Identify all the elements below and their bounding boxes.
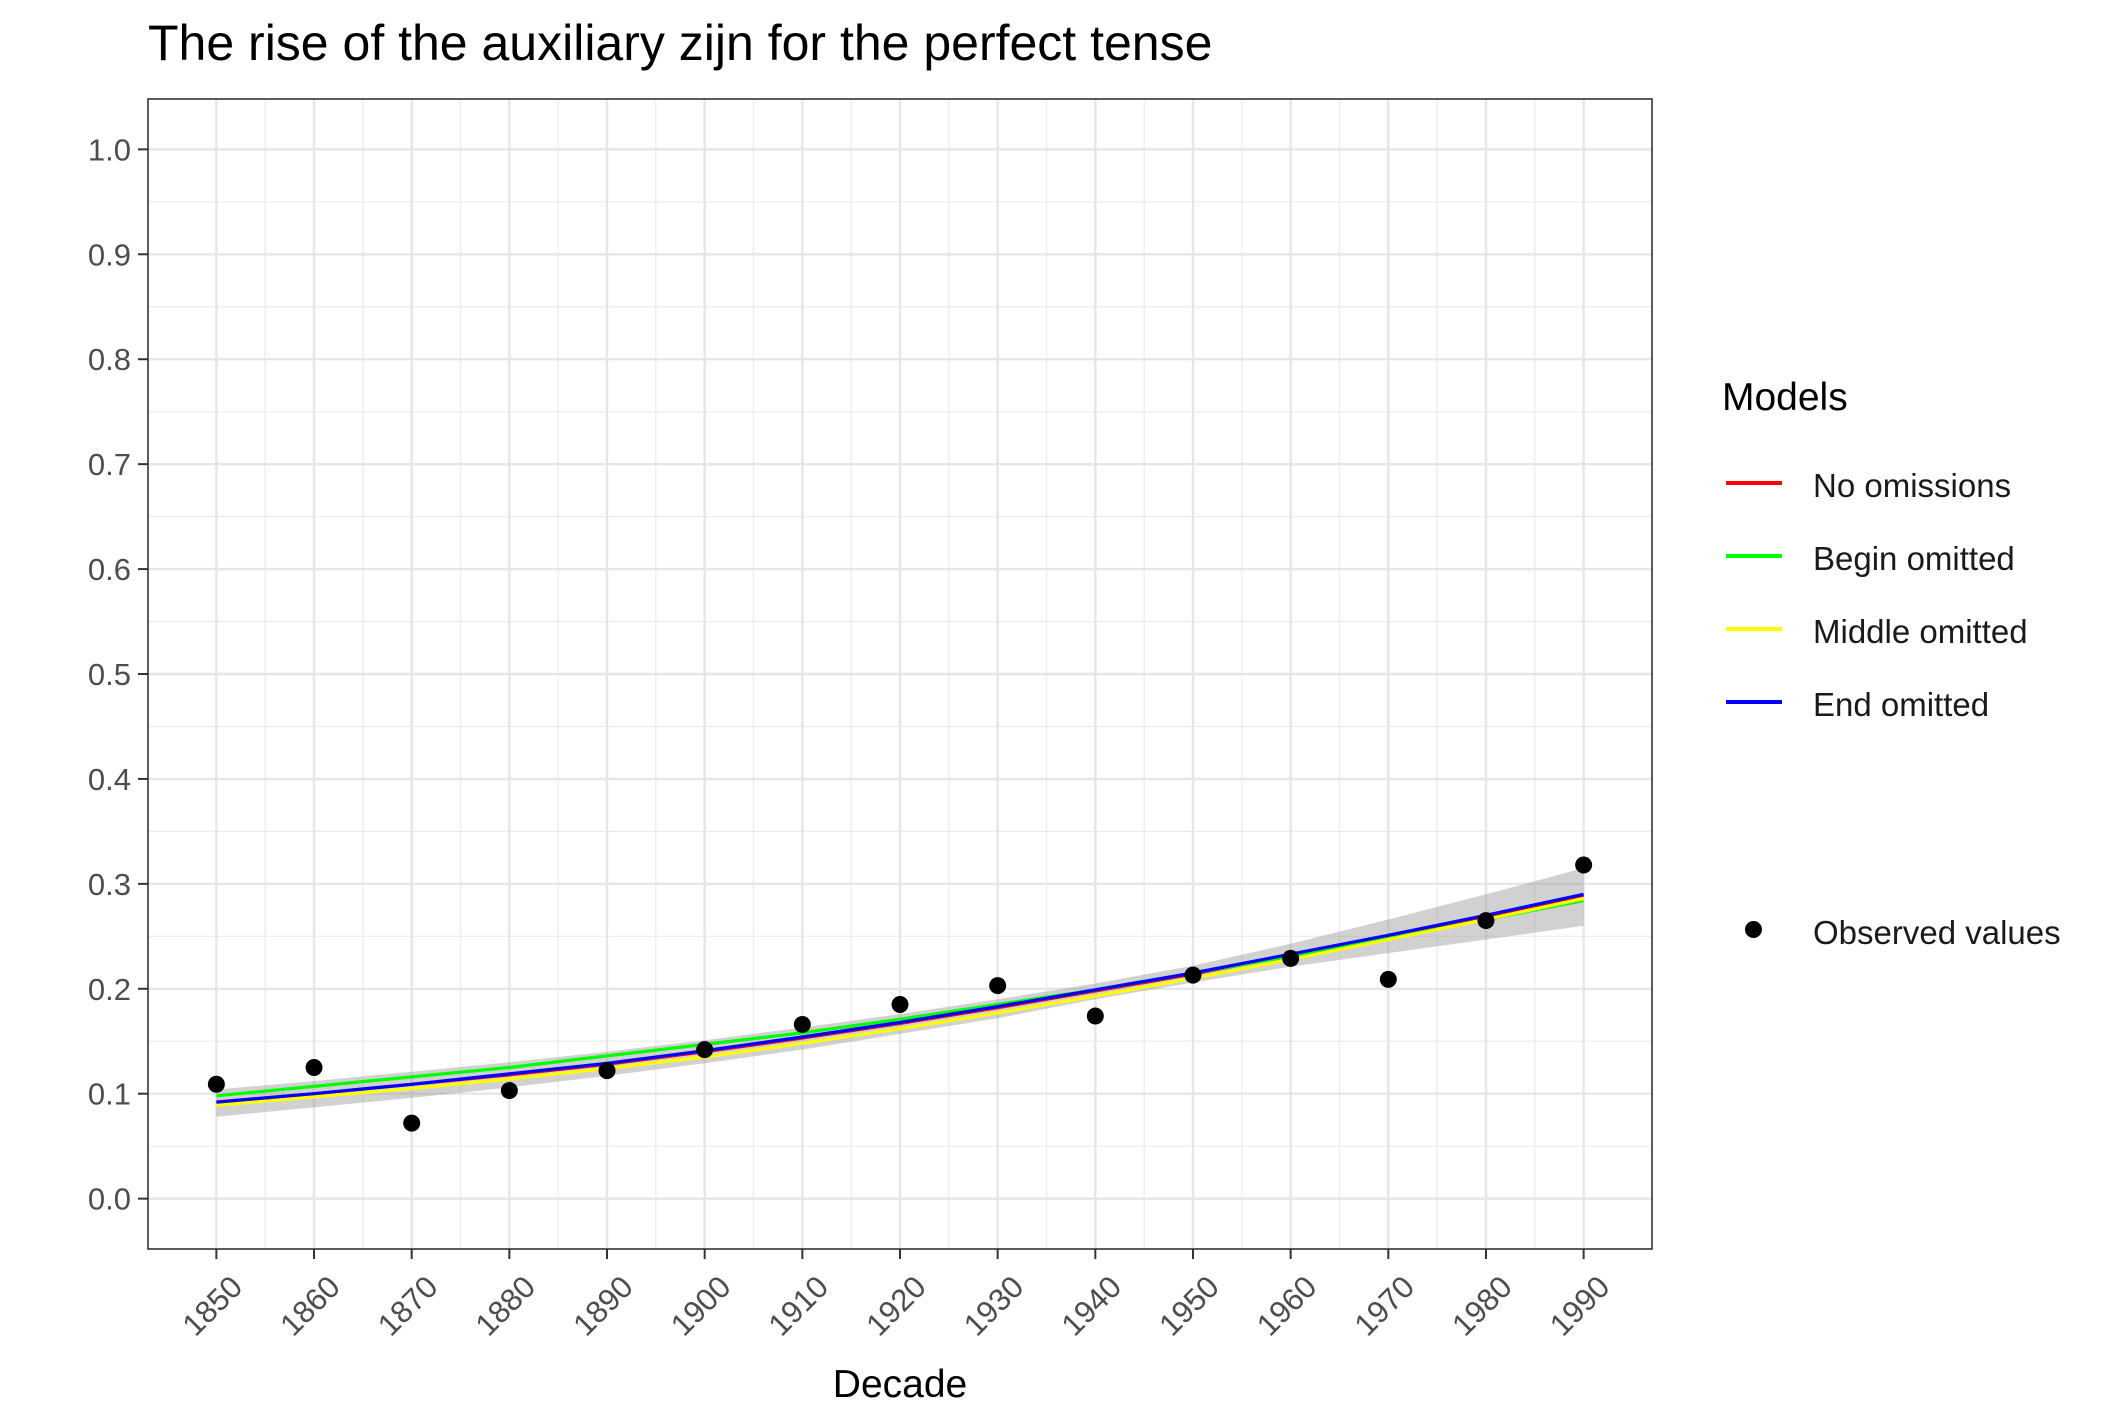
legend-key-no-omissions xyxy=(1726,481,1782,485)
observed-point xyxy=(989,977,1007,995)
observed-point xyxy=(1086,1007,1104,1025)
x-tick-label: 1900 xyxy=(664,1269,738,1343)
y-tick-label: 0.5 xyxy=(88,657,131,692)
legend-label-no-omissions: No omissions xyxy=(1813,467,2012,504)
observed-point xyxy=(891,996,909,1014)
y-tick-label: 0.0 xyxy=(88,1182,131,1217)
observed-point xyxy=(207,1075,225,1093)
y-tick-label: 0.8 xyxy=(88,342,131,377)
x-tick-label: 1910 xyxy=(762,1269,836,1343)
y-tick-label: 0.1 xyxy=(88,1077,131,1112)
series-line-end-omitted xyxy=(216,892,1584,1104)
observed-point xyxy=(403,1114,421,1132)
x-tick-label: 1850 xyxy=(176,1269,250,1343)
series-line-middle-omitted xyxy=(216,896,1584,1107)
chart-title: The rise of the auxiliary zijn for the p… xyxy=(148,15,1213,71)
y-tick-label: 0.7 xyxy=(88,447,131,482)
x-tick-label: 1890 xyxy=(566,1269,640,1343)
observed-point xyxy=(598,1062,616,1080)
legend-key-end-omitted xyxy=(1726,700,1782,704)
observed-point xyxy=(1477,912,1495,930)
legend-label-begin-omitted: Begin omitted xyxy=(1813,540,2015,577)
observed-point xyxy=(1282,949,1300,967)
y-tick-label: 0.6 xyxy=(88,552,131,587)
x-axis: 1850 1860 1870 1880 1890 1900 1910 1920 1930 1940… xyxy=(176,1249,1617,1343)
confidence-band xyxy=(216,868,1584,1117)
observed-point xyxy=(305,1058,323,1076)
observed-points xyxy=(207,856,1593,1132)
legend-label-end-omitted: End omitted xyxy=(1813,686,1990,723)
observed-point xyxy=(1184,966,1202,984)
legend-item-observed: Observed values xyxy=(1722,905,2112,955)
x-tick-label: 1870 xyxy=(371,1269,445,1343)
grid-major xyxy=(148,99,1652,1249)
legend: Models No omissions Begin omitted Middle… xyxy=(1722,376,2112,976)
legend-key-begin-omitted xyxy=(1726,554,1782,558)
legend-title: Models xyxy=(1722,376,1848,419)
legend-key-observed xyxy=(1745,921,1762,938)
series-line-begin-omitted xyxy=(216,899,1584,1098)
legend-item-middle-omitted: Middle omitted xyxy=(1722,604,2112,654)
legend-label-middle-omitted: Middle omitted xyxy=(1813,613,2028,650)
legend-item-no-omissions: No omissions xyxy=(1722,458,2112,508)
y-axis: 0.0 0.1 0.2 0.3 0.4 0.5 0.6 0.7 0.8 0.9 1.0 xyxy=(88,132,148,1217)
x-tick-label: 1930 xyxy=(957,1269,1031,1343)
observed-point xyxy=(500,1082,518,1100)
x-tick-label: 1990 xyxy=(1543,1269,1617,1343)
x-axis-title: Decade xyxy=(833,1363,967,1406)
x-tick-label: 1980 xyxy=(1445,1269,1519,1343)
y-tick-label: 0.9 xyxy=(88,237,131,272)
y-tick-label: 0.3 xyxy=(88,867,131,902)
legend-item-begin-omitted: Begin omitted xyxy=(1722,531,2112,581)
y-tick-label: 0.4 xyxy=(88,762,131,797)
y-tick-label: 0.2 xyxy=(88,972,131,1007)
x-tick-label: 1940 xyxy=(1055,1269,1129,1343)
observed-point xyxy=(793,1015,811,1033)
y-tick-label: 1.0 xyxy=(88,132,131,167)
legend-item-end-omitted: End omitted xyxy=(1722,677,2112,727)
series-lines xyxy=(216,892,1584,1107)
observed-point xyxy=(1379,970,1397,988)
x-tick-label: 1880 xyxy=(469,1269,543,1343)
x-tick-label: 1970 xyxy=(1348,1269,1422,1343)
observed-point xyxy=(1575,856,1593,874)
x-tick-label: 1860 xyxy=(273,1269,347,1343)
legend-label-observed: Observed values xyxy=(1813,914,2061,951)
x-tick-label: 1950 xyxy=(1152,1269,1226,1343)
x-tick-label: 1920 xyxy=(859,1269,933,1343)
legend-key-middle-omitted xyxy=(1726,627,1782,631)
observed-point xyxy=(696,1041,714,1059)
x-tick-label: 1960 xyxy=(1250,1269,1324,1343)
